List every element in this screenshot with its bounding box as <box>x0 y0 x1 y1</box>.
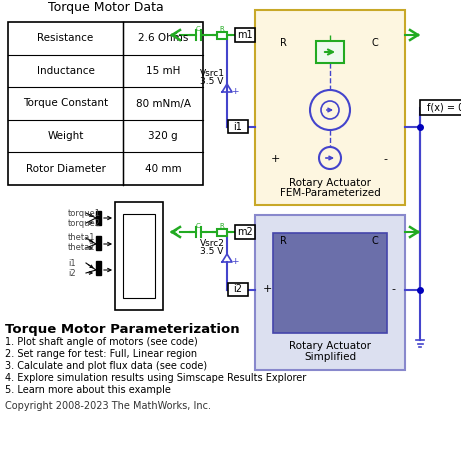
Text: Copyright 2008-2023 The MathWorks, Inc.: Copyright 2008-2023 The MathWorks, Inc. <box>5 401 211 411</box>
Text: Resistance: Resistance <box>37 33 94 43</box>
Bar <box>96 211 101 225</box>
Text: i1: i1 <box>234 121 242 132</box>
Bar <box>255 10 405 205</box>
Text: 320 g: 320 g <box>148 131 178 141</box>
Text: R: R <box>219 26 225 32</box>
Text: theta1: theta1 <box>68 234 95 243</box>
Bar <box>123 214 155 298</box>
Text: theta2: theta2 <box>68 244 95 253</box>
Text: -: - <box>391 285 395 295</box>
Text: i1: i1 <box>68 258 76 267</box>
Text: Torque Constant: Torque Constant <box>23 98 108 109</box>
Text: m2: m2 <box>237 227 253 237</box>
Bar <box>316 41 344 63</box>
Text: 4. Explore simulation results using Simscape Results Explorer: 4. Explore simulation results using Sims… <box>5 373 306 383</box>
Bar <box>235 225 255 239</box>
Text: Torque Motor Parameterization: Torque Motor Parameterization <box>5 323 240 336</box>
Text: +: + <box>231 257 239 266</box>
Text: Vsrc2: Vsrc2 <box>200 239 225 248</box>
Text: 15 mH: 15 mH <box>146 66 180 76</box>
Text: C: C <box>195 26 201 32</box>
Bar <box>8 22 203 185</box>
Text: Rotary Actuator: Rotary Actuator <box>289 178 371 188</box>
Text: f(x) = 0: f(x) = 0 <box>427 102 461 112</box>
Text: R: R <box>219 223 225 229</box>
Bar <box>96 261 101 275</box>
Text: torque1: torque1 <box>68 208 101 217</box>
Text: i2: i2 <box>68 268 76 277</box>
Text: -: - <box>383 154 387 164</box>
Bar <box>273 233 387 333</box>
Bar <box>115 202 163 310</box>
Text: C: C <box>372 38 378 48</box>
Bar <box>255 215 405 370</box>
Text: Rotor Diameter: Rotor Diameter <box>25 164 106 174</box>
Text: 1. Plot shaft angle of motors (see code): 1. Plot shaft angle of motors (see code) <box>5 337 198 347</box>
Bar <box>217 32 227 38</box>
Bar <box>96 236 101 250</box>
Text: 3.5 V: 3.5 V <box>200 247 224 256</box>
Text: 5. Learn more about this example: 5. Learn more about this example <box>5 385 171 395</box>
Bar <box>228 120 248 133</box>
Text: Rotary Actuator: Rotary Actuator <box>289 341 371 351</box>
Text: 3. Calculate and plot flux data (see code): 3. Calculate and plot flux data (see cod… <box>5 361 207 371</box>
Text: 2.6 Ohms: 2.6 Ohms <box>138 33 188 43</box>
Text: i2: i2 <box>234 285 242 295</box>
Text: +: + <box>262 285 272 295</box>
Bar <box>235 28 255 42</box>
Text: Simplified: Simplified <box>304 352 356 362</box>
Text: Vsrc1: Vsrc1 <box>200 69 225 78</box>
Text: Inductance: Inductance <box>36 66 95 76</box>
Bar <box>217 229 227 235</box>
Text: 3.5 V: 3.5 V <box>200 77 224 86</box>
Text: +: + <box>231 87 239 96</box>
Bar <box>228 283 248 296</box>
Text: R: R <box>279 38 286 48</box>
Text: +: + <box>270 154 280 164</box>
Text: FEM-Parameterized: FEM-Parameterized <box>280 188 380 198</box>
Bar <box>420 100 461 115</box>
Text: R: R <box>279 236 286 246</box>
Text: 80 mNm/A: 80 mNm/A <box>136 98 190 109</box>
Text: torque2: torque2 <box>68 218 101 227</box>
Text: C: C <box>372 236 378 246</box>
Text: Weight: Weight <box>47 131 84 141</box>
Text: m1: m1 <box>237 30 253 40</box>
Text: 2. Set range for test: Full, Linear region: 2. Set range for test: Full, Linear regi… <box>5 349 197 359</box>
Text: 40 mm: 40 mm <box>145 164 181 174</box>
Text: C: C <box>195 223 201 229</box>
Text: Torque Motor Data: Torque Motor Data <box>47 1 163 14</box>
